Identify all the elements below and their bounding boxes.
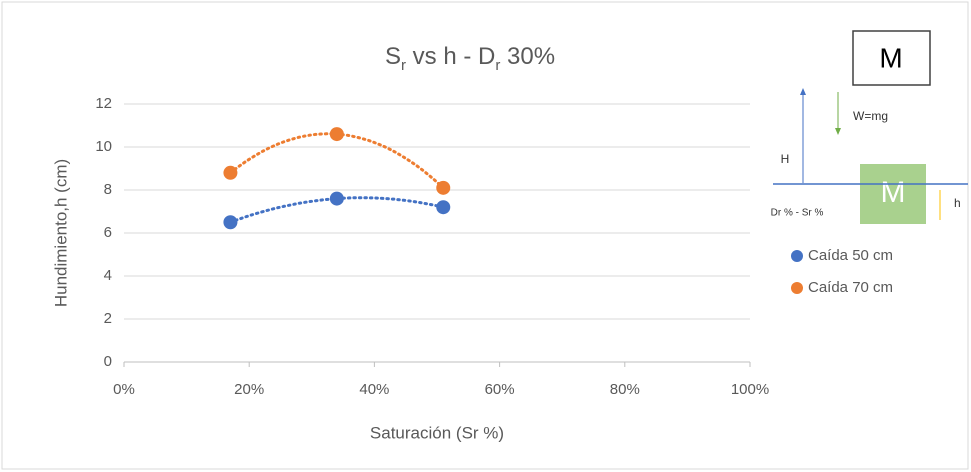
weight-label: W=mg xyxy=(853,109,888,123)
legend-marker xyxy=(791,282,803,294)
mass-box xyxy=(852,30,931,86)
y-tick-label: 8 xyxy=(104,181,112,198)
x-tick-label: 60% xyxy=(485,381,515,398)
x-tick-label: 40% xyxy=(359,381,389,398)
title-part: 30% xyxy=(500,43,555,70)
title-part: S xyxy=(385,43,401,70)
arrow-head xyxy=(835,128,841,135)
data-point xyxy=(329,191,344,206)
mass-block xyxy=(860,164,926,224)
data-point xyxy=(436,200,451,215)
data-point xyxy=(223,165,238,180)
title-part: r xyxy=(495,57,500,74)
data-point xyxy=(329,127,344,142)
y-tick-label: 10 xyxy=(95,138,112,155)
diagram: M H W=mg M Dr % - Sr % h xyxy=(771,30,968,224)
legend-label: Caída 50 cm xyxy=(808,247,893,264)
y-tick-label: 2 xyxy=(104,310,112,327)
settlement-label: h xyxy=(954,196,961,210)
x-tick-label: 80% xyxy=(610,381,640,398)
y-axis-label: Hundimiento,h (cm) xyxy=(51,159,70,307)
y-tick-label: 6 xyxy=(104,224,112,241)
chart-title: Sr vs h - Dr 30% xyxy=(385,43,555,74)
arrow-head xyxy=(800,88,806,95)
legend-label: Caída 70 cm xyxy=(808,279,893,296)
mass-label: M xyxy=(879,42,902,73)
y-tick-label: 0 xyxy=(104,353,112,370)
condition-label: Dr % - Sr % xyxy=(771,208,824,219)
data-point xyxy=(436,180,451,195)
x-tick-label: 20% xyxy=(234,381,264,398)
mass-label: M xyxy=(881,176,906,209)
y-tick-label: 12 xyxy=(95,95,112,112)
legend-marker xyxy=(791,250,803,262)
title-part: r xyxy=(401,57,406,74)
x-tick-label: 100% xyxy=(731,381,769,398)
data-point xyxy=(223,215,238,230)
y-tick-label: 4 xyxy=(104,267,112,284)
height-label: H xyxy=(781,152,790,166)
x-axis-label: Saturación (Sr %) xyxy=(370,423,504,442)
title-part: vs h - D xyxy=(406,43,495,70)
x-tick-label: 0% xyxy=(113,381,135,398)
